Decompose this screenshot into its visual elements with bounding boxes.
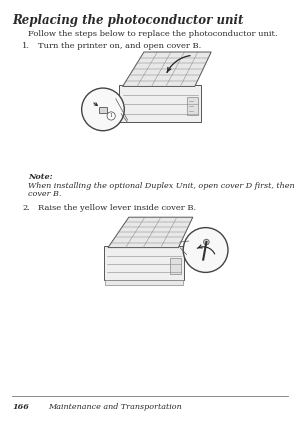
Text: Replacing the photoconductor unit: Replacing the photoconductor unit [12,14,243,27]
Text: 2.: 2. [22,204,30,212]
Text: cover B.: cover B. [28,190,61,198]
Text: Follow the steps below to replace the photoconductor unit.: Follow the steps below to replace the ph… [28,30,278,38]
Text: Turn the printer on, and open cover B.: Turn the printer on, and open cover B. [38,42,201,50]
FancyBboxPatch shape [99,107,107,113]
Text: 1: 1 [110,113,113,119]
Text: 166: 166 [12,403,29,411]
Polygon shape [108,217,193,248]
FancyBboxPatch shape [169,258,181,274]
Text: 1.: 1. [22,42,30,50]
FancyBboxPatch shape [105,280,183,285]
Text: Note:: Note: [28,173,52,181]
Text: Raise the yellow lever inside cover B.: Raise the yellow lever inside cover B. [38,204,196,212]
Polygon shape [123,52,211,86]
Text: Maintenance and Transportation: Maintenance and Transportation [48,403,182,411]
Circle shape [204,239,209,245]
Circle shape [107,112,115,120]
FancyBboxPatch shape [187,97,198,115]
Text: When installing the optional Duplex Unit, open cover D first, then: When installing the optional Duplex Unit… [28,182,295,190]
FancyBboxPatch shape [104,246,184,280]
FancyBboxPatch shape [119,85,201,122]
Circle shape [183,228,228,272]
Circle shape [82,88,124,131]
